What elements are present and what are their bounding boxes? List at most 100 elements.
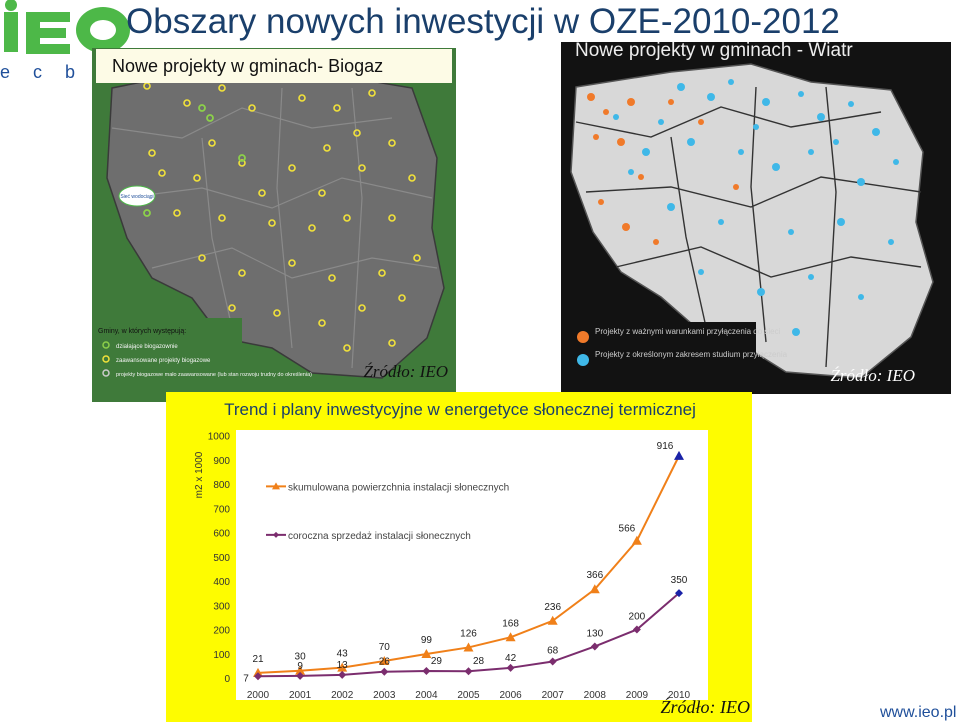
biogaz-project-markers	[143, 82, 421, 352]
x-tick-label: 2009	[626, 690, 649, 701]
data-label: 43	[337, 649, 349, 660]
y-tick-label: 600	[213, 529, 230, 540]
data-label: 42	[505, 653, 517, 664]
legend-label-2: coroczna sprzedaż instalacji słonecznych	[288, 531, 471, 542]
series-1-point	[463, 642, 474, 652]
solar-chart-heading: Trend i plany inwestycyjne w energetyce …	[224, 400, 696, 419]
page-title: Obszary nowych inwestycji w OZE-2010-201…	[126, 2, 840, 41]
ieo-logo	[4, 0, 130, 54]
biogaz-legend-title: Gminy, w których występują:	[98, 328, 186, 335]
series-2-point	[675, 589, 683, 598]
wind-map-panel: Projekty z ważnymi warunkami przyłączeni…	[561, 42, 951, 394]
data-label: 168	[502, 618, 519, 629]
data-label: 236	[544, 602, 561, 613]
series-1-point	[379, 656, 390, 666]
legend-label-1: skumulowana powierzchnia instalacji słon…	[288, 482, 509, 493]
biogaz-legend-item-2: zaawansowane projekty biogazowe	[116, 358, 211, 364]
series-2-point	[590, 642, 599, 651]
biogaz-poland-map: Sieć wodociągi Gminy, w których występuj…	[92, 59, 445, 402]
wind-legend-item-1: Projekty z ważnymi warunkami przyłączeni…	[595, 327, 781, 336]
y-tick-label: 1000	[208, 432, 231, 443]
series-1-point	[295, 665, 306, 675]
x-tick-label: 2005	[457, 690, 480, 701]
wind-project-markers-cyan	[613, 79, 899, 336]
x-tick-label: 2010	[668, 690, 691, 701]
data-label: 21	[252, 654, 264, 665]
data-label: 350	[671, 575, 688, 586]
y-tick-label: 300	[213, 601, 230, 612]
series-2-point	[380, 667, 389, 676]
data-label: 68	[547, 646, 559, 657]
biogaz-legend-item-1: działające biogazownie	[116, 344, 178, 350]
wind-project-markers-orange	[587, 93, 739, 245]
y-tick-label: 700	[213, 504, 230, 515]
data-label: 28	[473, 656, 485, 667]
wind-legend: Projekty z ważnymi warunkami przyłączeni…	[571, 322, 788, 392]
biogaz-map-source: Źródło: IEO	[363, 362, 448, 381]
x-tick-label: 2003	[373, 690, 396, 701]
chart-legend: skumulowana powierzchnia instalacji słon…	[266, 482, 509, 542]
data-label: 9	[297, 661, 303, 672]
x-tick-label: 2006	[499, 690, 522, 701]
series-1-point	[337, 662, 348, 672]
data-label: 30	[295, 652, 307, 663]
y-tick-label: 400	[213, 577, 230, 588]
biogaz-inset: Sieć wodociągi	[118, 185, 156, 207]
data-label: 13	[337, 660, 349, 671]
biogaz-map-title: Nowe projekty w gminach- Biogaz	[96, 49, 452, 83]
data-label: 7	[243, 673, 249, 684]
y-tick-label: 0	[224, 674, 230, 685]
series-1-point	[547, 615, 558, 625]
biogaz-legend: Gminy, w których występują: działające b…	[92, 318, 312, 402]
y-tick-label: 100	[213, 650, 230, 661]
series-1-point	[505, 632, 516, 642]
series-2-point	[548, 657, 557, 666]
legend-marker-1	[272, 482, 280, 490]
y-tick-label: 200	[213, 626, 230, 637]
data-label: 126	[460, 628, 477, 639]
x-tick-label: 2004	[415, 690, 438, 701]
series-1-point	[421, 648, 432, 658]
data-label: 566	[619, 524, 636, 535]
solar-chart-source: Źródło: IEO	[660, 697, 751, 717]
y-axis-ticks: 0 100 200 300 400 500 600 700 800 900 1000	[208, 432, 231, 686]
x-tick-label: 2001	[289, 690, 312, 701]
x-tick-label: 2008	[584, 690, 607, 701]
series-1-point	[674, 450, 684, 460]
x-tick-label: 2002	[331, 690, 354, 701]
series-2-point	[464, 667, 473, 676]
wind-map-title: Nowe projekty w gminach - Wiatr	[575, 40, 853, 61]
biogaz-active-markers	[143, 104, 246, 217]
y-tick-label: 500	[213, 553, 230, 564]
series-1-point	[589, 584, 600, 594]
biogaz-inset-label: Sieć wodociągi	[120, 194, 153, 200]
series-1-point	[631, 535, 642, 545]
series-2-point	[506, 663, 515, 672]
y-tick-label: 900	[213, 456, 230, 467]
x-axis-ticks: 2000 2001 2002 2003 2004 2005 2006 2007 2008 2009…	[247, 690, 691, 701]
biogaz-legend-item-3: projekty biogazowe mało zaawansowane (lu…	[116, 372, 312, 378]
y-tick-label: 800	[213, 480, 230, 491]
series-2-point	[338, 670, 347, 679]
data-label: 200	[629, 612, 646, 623]
wind-poland-map: Projekty z ważnymi warunkami przyłączeni…	[570, 63, 934, 392]
biogaz-map-panel: Sieć wodociągi Gminy, w których występuj…	[92, 48, 456, 402]
x-tick-label: 2000	[247, 690, 270, 701]
data-label: 366	[586, 570, 603, 581]
wind-map-source: Źródło: IEO	[830, 366, 915, 385]
series-2-point	[296, 671, 305, 680]
solar-line-chart: m2 x 1000 0 100 200 300 400 500 600 700 800 900 10…	[194, 430, 708, 701]
series-2-point	[422, 666, 431, 675]
data-label: 130	[586, 628, 603, 639]
data-label: 70	[379, 642, 391, 653]
y-axis-label: m2 x 1000	[194, 451, 205, 498]
data-label: 29	[431, 656, 443, 667]
data-label: 26	[379, 657, 391, 668]
logo-tagline: e c b r	[0, 62, 114, 82]
site-link[interactable]: www.ieo.pl	[880, 704, 957, 721]
series-2-point	[254, 672, 262, 681]
wind-legend-item-2: Projekty z określonym zakresem studium p…	[595, 350, 788, 359]
chart-plot-area	[236, 430, 708, 700]
data-label: 99	[421, 635, 433, 646]
legend-marker-2	[273, 531, 279, 538]
